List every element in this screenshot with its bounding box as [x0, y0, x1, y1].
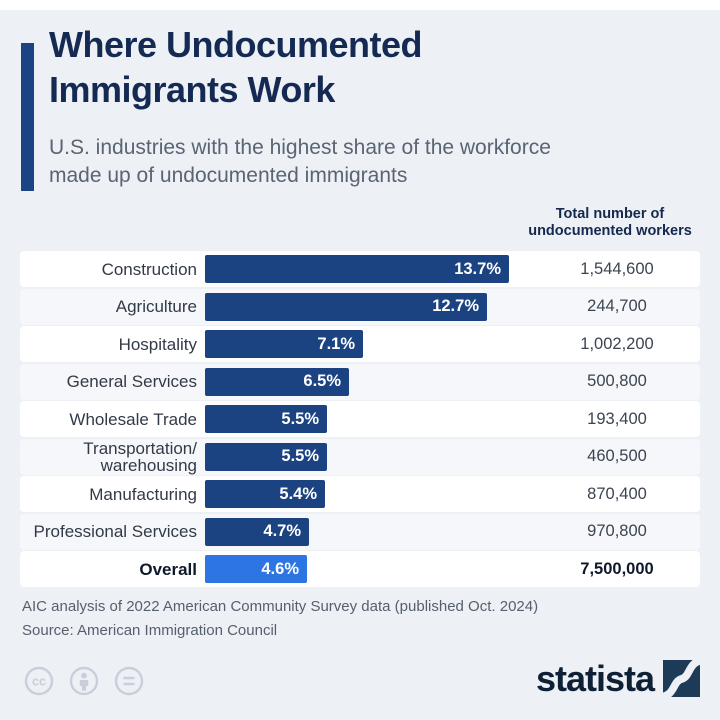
total-workers-value: 7,500,000	[580, 559, 654, 578]
share-value-label: 7.1%	[317, 334, 355, 353]
share-bar: 5.4%	[205, 480, 325, 508]
statista-wordmark: statista	[535, 657, 655, 699]
statista-logo[interactable]: statista	[536, 660, 700, 697]
table-row: Hospitality 7.1% 1,002,200	[20, 326, 700, 362]
share-bar: 6.5%	[205, 367, 349, 396]
title-accent-bar	[21, 43, 34, 191]
page-subtitle: U.S. industries with the highest share o…	[49, 136, 551, 187]
industry-label: Overall	[139, 559, 197, 579]
share-value-label: 4.6%	[261, 559, 299, 578]
total-workers-value: 870,400	[587, 484, 647, 503]
industry-label: General Services	[66, 372, 197, 391]
share-bar: 7.1%	[205, 330, 363, 358]
table-row: Wholesale Trade 5.5% 193,400	[20, 401, 700, 437]
license-icons: cc	[24, 666, 144, 696]
share-bar: 4.7%	[205, 517, 309, 546]
share-bar: 12.7%	[205, 292, 487, 321]
share-value-label: 12.7%	[432, 297, 479, 315]
share-bar: 13.7%	[205, 255, 509, 283]
svg-text:cc: cc	[32, 675, 46, 689]
total-workers-value: 460,500	[587, 447, 647, 465]
industry-label: Agriculture	[115, 297, 197, 316]
footnote: AIC analysis of 2022 American Community …	[22, 598, 539, 615]
table-row: Agriculture 12.7% 244,700	[20, 288, 700, 325]
share-value-label: 13.7%	[454, 259, 501, 278]
table-row: Professional Services 4.7% 970,800	[20, 513, 700, 550]
page-title: Where Undocumented Immigrants Work	[49, 24, 423, 110]
share-value-label: 5.4%	[279, 484, 317, 503]
table-row: Construction 13.7% 1,544,600	[20, 251, 700, 287]
share-value-label: 4.7%	[263, 522, 301, 540]
table-row: Manufacturing 5.4% 870,400	[20, 476, 700, 512]
industry-label: Manufacturing	[89, 484, 197, 504]
total-workers-value: 244,700	[587, 297, 647, 315]
cc-equal-icon[interactable]	[114, 666, 144, 696]
industry-label: Professional Services	[33, 522, 197, 541]
industry-label: Hospitality	[118, 334, 197, 354]
statista-logo-icon	[663, 660, 700, 697]
share-bar: 4.6%	[205, 555, 307, 583]
share-value-label: 5.5%	[281, 447, 319, 465]
table-row: Transportation/ warehousing 5.5% 460,500	[20, 438, 700, 475]
total-workers-value: 970,800	[587, 522, 647, 540]
total-column-header: Total number of undocumented workers	[528, 206, 692, 239]
industry-label: Construction	[101, 259, 197, 279]
total-workers-value: 1,544,600	[580, 259, 654, 278]
cc-license-icon[interactable]: cc	[24, 666, 54, 696]
share-value-label: 6.5%	[303, 372, 341, 390]
infographic-canvas: Where Undocumented Immigrants Work U.S. …	[0, 10, 720, 720]
bar-chart: Construction 13.7% 1,544,600 Agriculture 12.…	[20, 251, 700, 589]
share-bar: 5.5%	[205, 405, 327, 433]
total-workers-value: 500,800	[587, 372, 647, 390]
source-line: Source: American Immigration Council	[22, 622, 278, 639]
total-workers-value: 1,002,200	[580, 334, 654, 353]
cc-attribution-icon[interactable]	[69, 666, 99, 696]
table-row: Overall 4.6% 7,500,000	[20, 551, 700, 587]
total-workers-value: 193,400	[587, 409, 647, 428]
table-row: General Services 6.5% 500,800	[20, 363, 700, 400]
industry-label: Wholesale Trade	[69, 409, 197, 429]
share-bar: 5.5%	[205, 442, 327, 471]
industry-label: Transportation/ warehousing	[83, 438, 197, 475]
share-value-label: 5.5%	[281, 409, 319, 428]
